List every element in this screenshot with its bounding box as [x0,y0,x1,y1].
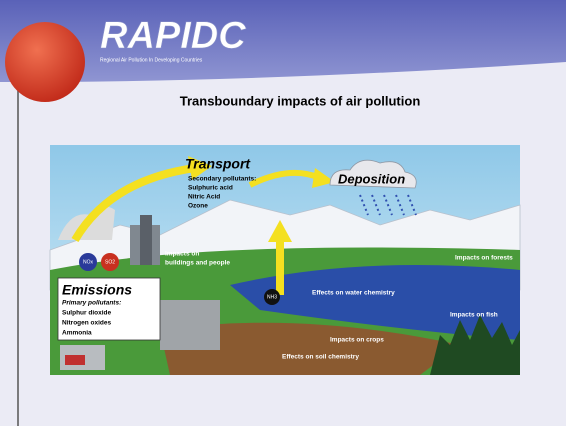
transport-line: Nitric Acid [188,194,220,201]
slide-title: Transboundary impacts of air pollution [180,93,421,108]
impact-label: Impacts on crops [330,337,384,344]
header-subtitle: Regional Air Pollution In Developing Cou… [100,57,203,63]
header-band [0,0,566,82]
emissions-line: Ammonia [62,330,92,337]
illustration [49,145,521,375]
nox-badge: NOx [83,259,94,265]
impact-label: Impacts on [165,251,199,258]
transport-line: Ozone [188,203,208,210]
impact-label: Effects on soil chemistry [282,354,359,361]
impact-label: buildings and people [165,260,230,267]
emissions-line: Primary pollutants: [62,300,121,307]
transport-title: Transport [185,156,251,172]
transport-line: Sulphuric acid [188,185,233,192]
impact-label: Effects on water chemistry [312,290,395,297]
emissions-line: Sulphur dioxide [62,310,111,317]
impact-label: Impacts on forests [455,255,513,262]
logo-circle [5,22,85,102]
transport-line: Secondary pollutants: [188,176,256,183]
nh3-badge: NH3 [267,294,277,300]
so2-badge: SO2 [105,259,115,265]
deposition-label: Deposition [338,171,405,186]
emissions-title: Emissions [62,282,132,298]
impact-label: Impacts on fish [450,312,498,319]
emissions-line: Nitrogen oxides [62,320,112,327]
header-title: RAPIDC [100,15,246,57]
